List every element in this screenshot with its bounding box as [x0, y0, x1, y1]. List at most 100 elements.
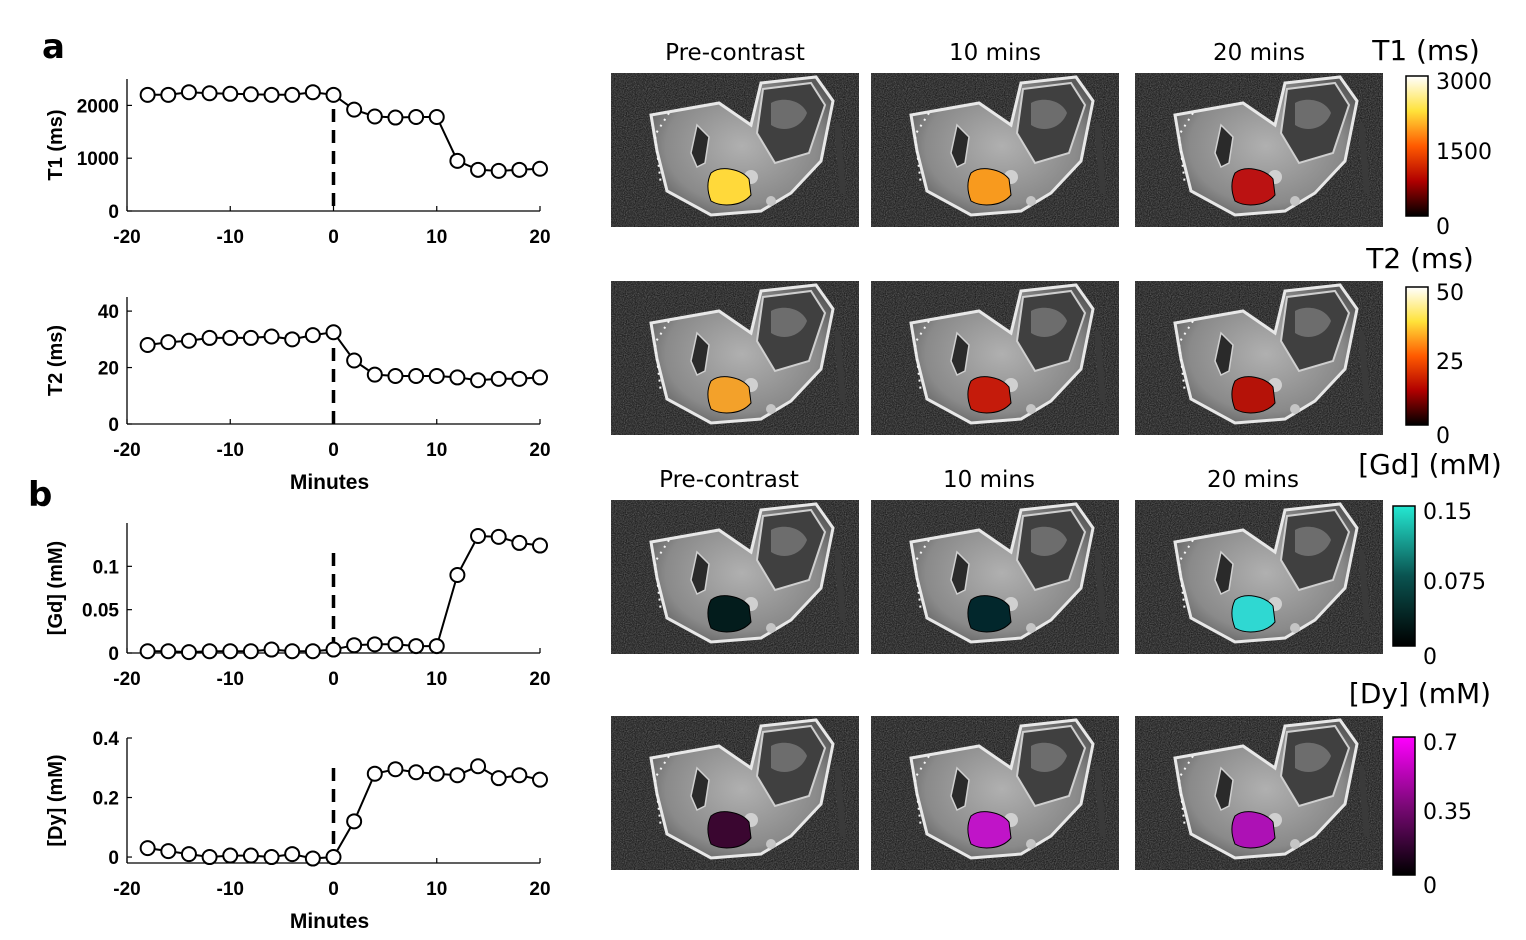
data-point — [263, 849, 280, 866]
colorbar-title: [Dy] (mM) — [1349, 677, 1491, 710]
data-point — [428, 765, 445, 782]
column-title: 20 mins — [1207, 467, 1299, 493]
data-point — [470, 161, 487, 178]
y-axis-label: T2 (ms) — [45, 325, 67, 396]
data-point — [222, 329, 239, 346]
data-point — [532, 771, 548, 788]
y-tick-label: 20 — [98, 359, 119, 380]
y-axis-label: T1 (ms) — [45, 109, 67, 180]
colorbar-tick-label: 0 — [1436, 215, 1450, 240]
colorbar-gradient — [1392, 736, 1416, 876]
data-point — [511, 370, 528, 387]
data-point — [366, 765, 383, 782]
tumor-overlay — [707, 811, 752, 849]
y-tick-label: 0 — [108, 202, 119, 223]
data-point — [408, 368, 425, 385]
data-point — [387, 368, 404, 385]
column-title: Pre-contrast — [659, 467, 799, 493]
data-point — [346, 637, 363, 654]
data-point — [366, 366, 383, 383]
data-point — [490, 770, 507, 787]
data-point — [284, 643, 301, 660]
data-point — [284, 331, 301, 348]
data-point — [304, 84, 321, 101]
tumor-overlay — [967, 376, 1012, 414]
data-point — [366, 636, 383, 653]
x-tick-label: 10 — [426, 440, 447, 461]
data-point — [139, 840, 156, 857]
data-point — [139, 336, 156, 353]
mri-image-gd-3 — [1135, 500, 1383, 654]
y-tick-label: 2000 — [77, 96, 119, 117]
data-point — [325, 849, 342, 866]
data-point — [408, 638, 425, 655]
colorbar-tick-label: 0.35 — [1423, 800, 1472, 825]
panel-label-a: a — [42, 27, 65, 67]
data-point — [160, 643, 177, 660]
x-axis-label: Minutes — [290, 471, 369, 494]
mri-image-dy-3 — [1135, 716, 1383, 870]
data-point — [222, 643, 239, 660]
y-tick-label: 0 — [108, 415, 119, 436]
colorbar-gradient — [1405, 286, 1429, 426]
data-point — [222, 847, 239, 864]
colorbar-4: [Dy] (mM) 0.7 0.35 0 — [1349, 677, 1491, 899]
data-point — [325, 324, 342, 341]
data-point — [449, 767, 466, 784]
data-point — [284, 86, 301, 103]
y-tick-label: 0 — [108, 644, 119, 665]
data-point — [532, 537, 548, 554]
chart-4: -20 -10 0 10 20 0 0.2 0.4 [Dy] (mM) Minutes — [45, 729, 551, 933]
y-tick-label: 0.2 — [93, 789, 119, 810]
data-point — [449, 369, 466, 386]
data-point — [325, 641, 342, 658]
colorbar-tick-label: 3000 — [1436, 70, 1492, 95]
data-point — [242, 847, 259, 864]
data-point — [470, 372, 487, 389]
colorbar-tick-label: 25 — [1436, 350, 1464, 375]
mri-image-gd-1 — [611, 500, 859, 654]
data-point — [222, 85, 239, 102]
x-tick-label: 10 — [426, 879, 447, 900]
mri-image-t2-3 — [1135, 281, 1383, 435]
x-tick-label: 0 — [328, 227, 339, 248]
tumor-overlay — [707, 595, 752, 633]
colorbar-gradient — [1392, 505, 1416, 647]
data-point — [532, 369, 548, 386]
x-tick-label: -20 — [113, 669, 140, 690]
data-point — [428, 638, 445, 655]
data-point — [449, 152, 466, 169]
tumor-overlay — [967, 168, 1012, 206]
data-point — [428, 368, 445, 385]
chart-3: -20 -10 0 10 20 0 0.05 0.1 [Gd] (mM) — [45, 523, 551, 690]
data-point — [387, 109, 404, 126]
tumor-overlay — [967, 595, 1012, 633]
series-line — [147, 765, 541, 860]
data-point — [304, 327, 321, 344]
data-point — [242, 643, 259, 660]
colorbar-tick-label: 0 — [1436, 424, 1450, 449]
column-title: 10 mins — [949, 40, 1041, 66]
data-point — [139, 86, 156, 103]
tumor-overlay — [1231, 811, 1276, 849]
data-point — [470, 528, 487, 544]
colorbar-2: T2 (ms) 50 25 0 — [1365, 242, 1474, 449]
column-title: 20 mins — [1213, 40, 1305, 66]
x-tick-label: 20 — [529, 669, 550, 690]
mri-image-dy-2 — [871, 716, 1119, 870]
colorbar-3: [Gd] (mM) 0.15 0.075 0 — [1358, 448, 1502, 670]
data-point — [490, 370, 507, 387]
data-point — [160, 334, 177, 351]
x-tick-label: 0 — [328, 669, 339, 690]
mri-image-gd-2 — [871, 500, 1119, 654]
mri-image-t2-1 — [611, 281, 859, 435]
data-point — [346, 813, 363, 830]
data-point — [160, 843, 177, 860]
data-point — [180, 84, 197, 101]
y-tick-label: 0 — [108, 848, 119, 869]
colorbar-title: T2 (ms) — [1365, 242, 1474, 275]
x-tick-label: -10 — [217, 440, 244, 461]
y-tick-label: 0.4 — [93, 729, 120, 750]
x-tick-label: -20 — [113, 440, 140, 461]
